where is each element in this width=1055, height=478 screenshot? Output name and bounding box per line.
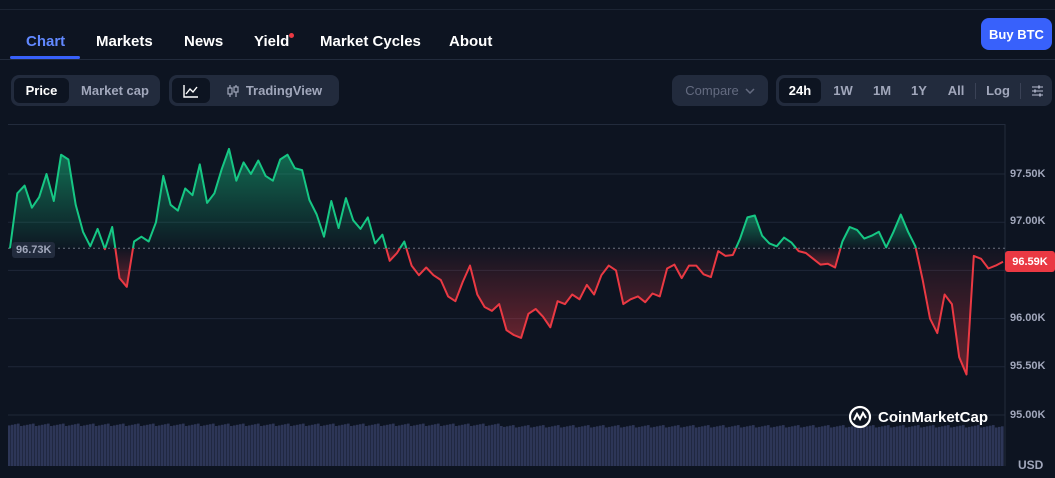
watermark-text: CoinMarketCap: [878, 408, 989, 426]
chart-settings-button[interactable]: [1026, 78, 1048, 103]
header-divider: [0, 9, 1055, 10]
price-option[interactable]: Price: [14, 78, 69, 103]
line-chart-button[interactable]: [172, 78, 210, 103]
sliders-icon: [1031, 85, 1043, 96]
compare-label: Compare: [685, 83, 739, 98]
tab-about[interactable]: About: [449, 33, 493, 50]
y-tick-label: 97.00K: [1010, 215, 1046, 227]
tab-news[interactable]: News: [184, 33, 224, 50]
coinmarketcap-watermark: CoinMarketCap: [848, 405, 988, 429]
yield-new-badge: [289, 33, 294, 38]
current-price-label: 96.59K: [1005, 251, 1055, 272]
y-tick-label: 95.50K: [1010, 360, 1046, 372]
range-divider: [975, 83, 976, 99]
buy-btc-button[interactable]: Buy BTC: [981, 18, 1052, 50]
chevron-down-icon: [745, 87, 755, 94]
time-range-selector: 24h 1W 1M 1Y All Log: [776, 75, 1052, 106]
price-chart-area[interactable]: [8, 124, 1005, 467]
tab-yield[interactable]: Yield: [254, 33, 290, 50]
line-chart-icon: [183, 84, 198, 98]
tab-chart[interactable]: Chart: [26, 33, 66, 50]
coinmarketcap-logo-icon: [848, 405, 872, 429]
range-1m[interactable]: 1M: [872, 83, 892, 98]
tradingview-button[interactable]: TradingView: [219, 78, 329, 103]
range-all[interactable]: All: [947, 83, 965, 98]
price-marketcap-toggle: Price Market cap: [11, 75, 160, 106]
active-tab-indicator: [10, 56, 80, 59]
compare-dropdown[interactable]: Compare: [672, 75, 768, 106]
tab-market-cycles[interactable]: Market Cycles: [320, 33, 421, 50]
tab-markets[interactable]: Markets: [96, 33, 153, 50]
range-1w[interactable]: 1W: [833, 83, 853, 98]
chart-style-toggle: TradingView: [169, 75, 339, 106]
currency-label: USD: [1018, 458, 1044, 472]
top-nav-bar: Chart Markets News Yield Market Cycles A…: [0, 0, 1055, 60]
market-cap-option[interactable]: Market cap: [81, 83, 149, 98]
tradingview-label: TradingView: [245, 83, 323, 98]
range-24h[interactable]: 24h: [779, 78, 821, 103]
candlestick-icon: [227, 84, 239, 97]
settings-divider: [1020, 83, 1021, 99]
open-price-label: 96.73K: [12, 242, 56, 258]
log-scale-toggle[interactable]: Log: [986, 83, 1010, 98]
y-tick-label: 96.00K: [1010, 312, 1046, 324]
range-1y[interactable]: 1Y: [911, 83, 927, 98]
y-tick-label: 95.00K: [1010, 409, 1046, 421]
y-tick-label: 97.50K: [1010, 168, 1046, 180]
